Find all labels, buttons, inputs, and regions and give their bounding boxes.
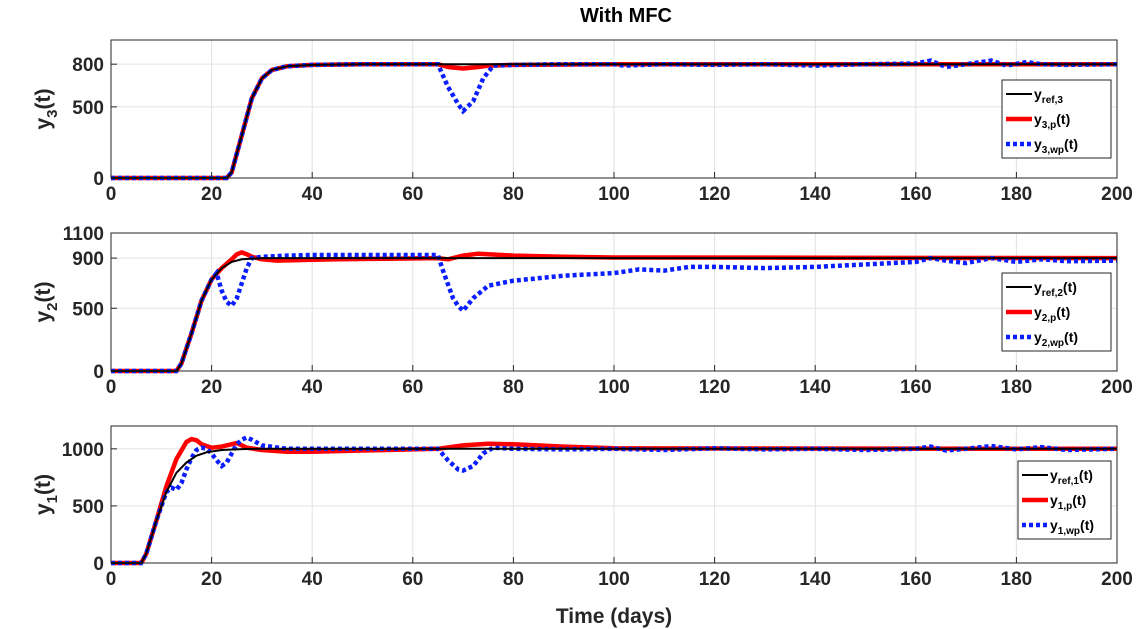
y-axis-label: y3(t)	[32, 88, 61, 129]
y-tick-label: 500	[72, 98, 104, 119]
x-tick-label: 120	[699, 377, 731, 398]
subplot-2: 0 20 40 60 80 100 120 140 160 180 200 0 500 900 1100 y2…	[32, 224, 1133, 398]
x-tick-label: 200	[1101, 184, 1133, 205]
x-tick-label: 200	[1101, 377, 1133, 398]
y-tick-label: 900	[72, 249, 104, 270]
y-tick-label: 0	[93, 554, 104, 575]
x-tick-label: 80	[503, 184, 524, 205]
x-tick-label: 0	[106, 377, 117, 398]
y-axis-label: y2(t)	[32, 281, 61, 322]
legend-label-wp: y3,wp(t)	[1034, 136, 1078, 156]
series-line-ref	[111, 257, 1117, 372]
legend: yref,2(t) y2,p(t) y2,wp(t)	[1001, 272, 1112, 352]
y-axis-label: y1(t)	[32, 474, 61, 515]
x-tick-label: 40	[302, 569, 323, 590]
y-tick-label: 0	[93, 169, 104, 190]
x-tick-label: 80	[503, 377, 524, 398]
series-line-ref	[111, 447, 1117, 564]
series-line-p	[111, 436, 1118, 566]
x-tick-label: 140	[799, 377, 831, 398]
legend-label-wp: y1,wp(t)	[1050, 517, 1094, 537]
x-tick-label: 140	[799, 569, 831, 590]
x-axis-label: Time (days)	[556, 605, 672, 628]
legend-label-ref: yref,3	[1034, 86, 1063, 106]
x-tick-label: 80	[503, 569, 524, 590]
x-tick-label: 120	[699, 569, 731, 590]
legend-label-ref: yref,1(t)	[1050, 467, 1093, 487]
legend: yref,3 y3,p(t) y3,wp(t)	[1001, 79, 1112, 159]
subplot-1: 0 20 40 60 80 100 120 140 160 180 200 0 500 800 y3(t) y…	[32, 39, 1133, 205]
y-tick-label: 1100	[63, 224, 104, 245]
x-tick-label: 0	[106, 184, 117, 205]
x-tick-label: 200	[1101, 569, 1133, 590]
x-tick-label: 100	[598, 569, 630, 590]
y-tick-label: 800	[72, 55, 104, 76]
legend-label-p: y2,p(t)	[1034, 304, 1070, 324]
x-tick-label: 60	[402, 184, 423, 205]
x-tick-label: 160	[900, 184, 932, 205]
legend: yref,1(t) y1,p(t) y1,wp(t)	[1017, 460, 1112, 540]
x-tick-label: 160	[900, 377, 932, 398]
x-tick-label: 180	[1001, 569, 1033, 590]
figure-title: With MFC	[580, 5, 672, 27]
series-line-ref	[111, 63, 1117, 179]
x-tick-label: 60	[402, 569, 423, 590]
y-tick-label: 0	[93, 362, 104, 383]
x-tick-label: 20	[201, 184, 222, 205]
x-tick-label: 160	[900, 569, 932, 590]
y-tick-label: 500	[72, 497, 104, 518]
legend-label-wp: y2,wp(t)	[1034, 329, 1078, 349]
subplot-3: 0 20 40 60 80 100 120 140 160 180 200 0 500 1000y1(t)…	[32, 425, 1133, 590]
x-tick-label: 20	[201, 377, 222, 398]
x-tick-label: 120	[699, 184, 731, 205]
legend-label-p: y1,p(t)	[1050, 492, 1086, 512]
x-tick-label: 20	[201, 569, 222, 590]
legend-label-p: y3,p(t)	[1034, 111, 1070, 131]
x-tick-label: 100	[598, 377, 630, 398]
x-tick-label: 40	[302, 377, 323, 398]
legend-label-ref: yref,2(t)	[1034, 279, 1077, 299]
x-tick-label: 100	[598, 184, 630, 205]
x-tick-label: 0	[106, 569, 117, 590]
x-tick-label: 180	[1001, 184, 1033, 205]
y-tick-label: 500	[72, 299, 104, 320]
y-tick-label: 1000	[62, 440, 104, 461]
x-tick-label: 60	[402, 377, 423, 398]
x-tick-label: 140	[799, 184, 831, 205]
x-tick-label: 40	[302, 184, 323, 205]
x-tick-label: 180	[1001, 377, 1033, 398]
